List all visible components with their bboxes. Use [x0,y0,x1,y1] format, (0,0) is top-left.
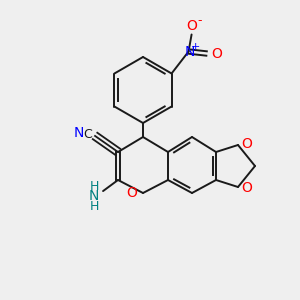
Text: H: H [89,180,99,193]
Text: +: + [191,41,200,52]
Text: O: O [211,46,222,61]
Text: O: O [127,186,137,200]
Text: N: N [184,44,195,58]
Text: C: C [84,128,92,141]
Text: N: N [74,126,84,140]
Text: O: O [242,181,252,195]
Text: O: O [186,20,197,34]
Text: O: O [242,137,252,151]
Text: H: H [89,200,99,213]
Text: -: - [197,14,202,27]
Text: N: N [89,189,99,203]
